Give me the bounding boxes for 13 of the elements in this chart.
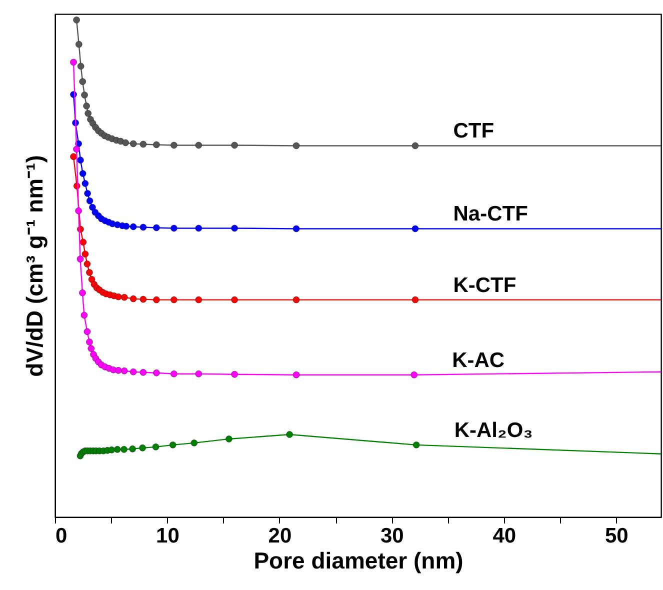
series-label: Na-CTF: [453, 202, 528, 226]
series-label: CTF: [453, 120, 494, 143]
series-label: K-Al₂O₃: [454, 418, 533, 442]
x-tick-label: 50: [604, 524, 628, 548]
series-label: K-CTF: [453, 274, 516, 297]
x-tick-label: 40: [492, 524, 516, 548]
series-label: K-AC: [452, 348, 505, 372]
x-tick-label: 0: [56, 524, 68, 548]
x-tick-label: 20: [268, 524, 292, 548]
x-tick-label: 30: [380, 524, 404, 548]
x-tick-label: 10: [156, 524, 180, 548]
y-axis-title: dV/dD (cm³ g⁻¹ nm⁻¹): [22, 155, 48, 377]
x-axis-title: Pore diameter (nm): [254, 548, 464, 574]
